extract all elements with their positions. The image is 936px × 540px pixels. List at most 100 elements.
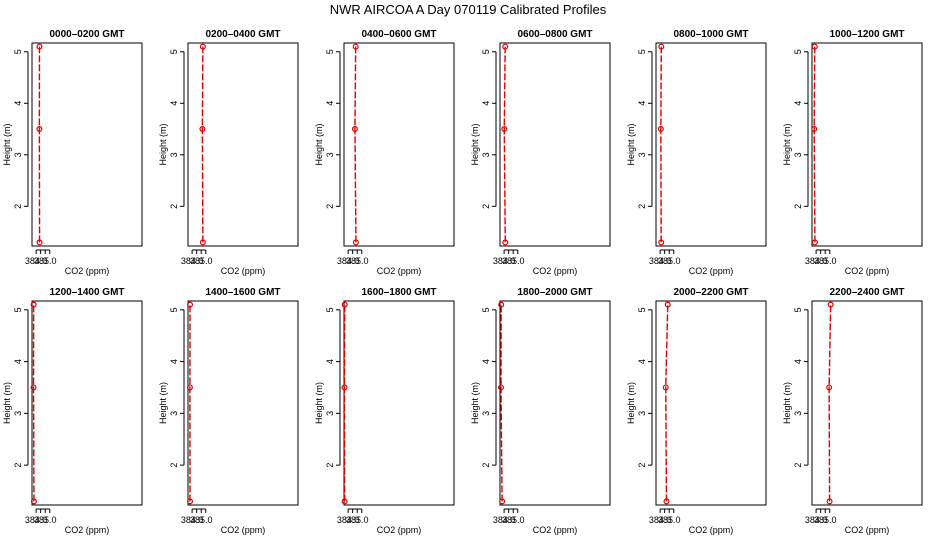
y-tick-label: 5 (793, 49, 803, 54)
y-axis-label: Height (m) (2, 123, 12, 165)
data-point (498, 301, 505, 308)
plot-frame (655, 42, 767, 247)
data-point (199, 126, 206, 133)
data-point (499, 498, 506, 505)
x-axis-label: CO2 (ppm) (845, 266, 890, 276)
data-point (352, 43, 359, 50)
data-point (498, 384, 505, 391)
x-tick-label: 384.0 (337, 515, 360, 525)
y-tick-label: 5 (13, 307, 23, 312)
x-tick-label: 385.0 (658, 256, 681, 266)
y-axis-label: Height (m) (626, 382, 636, 424)
panel-title: 1800–2000 GMT (517, 287, 592, 298)
x-axis-label: CO2 (ppm) (689, 266, 734, 276)
y-tick-label: 5 (637, 49, 647, 54)
x-tick-label: 385.0 (502, 256, 525, 266)
y-axis-label: Height (m) (782, 123, 792, 165)
data-point (658, 239, 665, 246)
profile-line (354, 46, 357, 243)
x-tick-label: 384.0 (805, 515, 828, 525)
plot-frame (187, 300, 299, 506)
x-tick-label: 385.0 (190, 256, 213, 266)
y-axis-label: Height (m) (314, 382, 324, 424)
y-tick-label: 2 (793, 204, 803, 209)
y-tick-label: 2 (169, 204, 179, 209)
plot-frame (655, 300, 767, 506)
y-tick-label: 5 (637, 307, 647, 312)
y-axis-label: Height (m) (470, 382, 480, 424)
data-point (186, 384, 193, 391)
y-tick-label: 3 (325, 152, 335, 157)
data-point (502, 43, 509, 50)
data-point (36, 126, 43, 133)
y-tick-label: 2 (481, 463, 491, 468)
data-point (351, 126, 358, 133)
y-tick-label: 2 (793, 463, 803, 468)
y-tick-label: 4 (325, 359, 335, 364)
x-tick-label: 385.0 (346, 256, 369, 266)
y-tick-label: 4 (169, 101, 179, 106)
panel-title: 1600–1800 GMT (361, 287, 436, 298)
plot-frame (499, 300, 611, 506)
y-tick-label: 3 (13, 411, 23, 416)
y-tick-label: 4 (13, 101, 23, 106)
data-point (199, 239, 206, 246)
y-tick-label: 3 (169, 411, 179, 416)
y-tick-label: 2 (325, 204, 335, 209)
data-point (30, 498, 37, 505)
data-point (36, 239, 43, 246)
data-point (341, 301, 348, 308)
y-tick-label: 4 (637, 101, 647, 106)
y-tick-label: 4 (793, 359, 803, 364)
x-axis-label: CO2 (ppm) (689, 525, 734, 535)
data-point (502, 239, 509, 246)
plot-frame (31, 300, 143, 506)
data-point (30, 384, 37, 391)
x-tick-label: 385.0 (658, 515, 681, 525)
data-point (187, 498, 194, 505)
y-axis-label: Height (m) (158, 123, 168, 165)
y-tick-label: 3 (325, 411, 335, 416)
y-axis-label: Height (m) (470, 123, 480, 165)
data-point (501, 126, 508, 133)
panel-title: 1200–1400 GMT (49, 287, 124, 298)
x-tick-label: 384.0 (25, 515, 48, 525)
y-tick-label: 4 (169, 359, 179, 364)
y-axis-label: Height (m) (158, 382, 168, 424)
plot-frame (811, 300, 923, 506)
y-tick-label: 5 (481, 49, 491, 54)
y-tick-label: 3 (169, 152, 179, 157)
panel-title: 1400–1600 GMT (205, 287, 280, 298)
panel-title: 0800–1000 GMT (673, 29, 748, 40)
y-tick-label: 5 (793, 307, 803, 312)
data-point (664, 301, 671, 308)
y-tick-label: 2 (481, 204, 491, 209)
x-axis-label: CO2 (ppm) (845, 525, 890, 535)
x-tick-label: 384.0 (181, 515, 204, 525)
data-point (827, 301, 834, 308)
x-tick-label: 385.0 (34, 515, 57, 525)
x-tick-label: 384.0 (805, 256, 828, 266)
profile-line (665, 304, 669, 502)
plot-frame (187, 42, 299, 247)
y-tick-label: 2 (13, 463, 23, 468)
plot-frame (343, 300, 455, 506)
panel-title: 2000–2200 GMT (673, 287, 748, 298)
data-point (341, 384, 348, 391)
x-axis-label: CO2 (ppm) (221, 266, 266, 276)
panel-title: 0000–0200 GMT (49, 29, 124, 40)
y-tick-label: 3 (481, 411, 491, 416)
data-point (826, 498, 833, 505)
y-tick-label: 3 (481, 152, 491, 157)
data-point (30, 301, 37, 308)
x-tick-label: 384.0 (337, 256, 360, 266)
